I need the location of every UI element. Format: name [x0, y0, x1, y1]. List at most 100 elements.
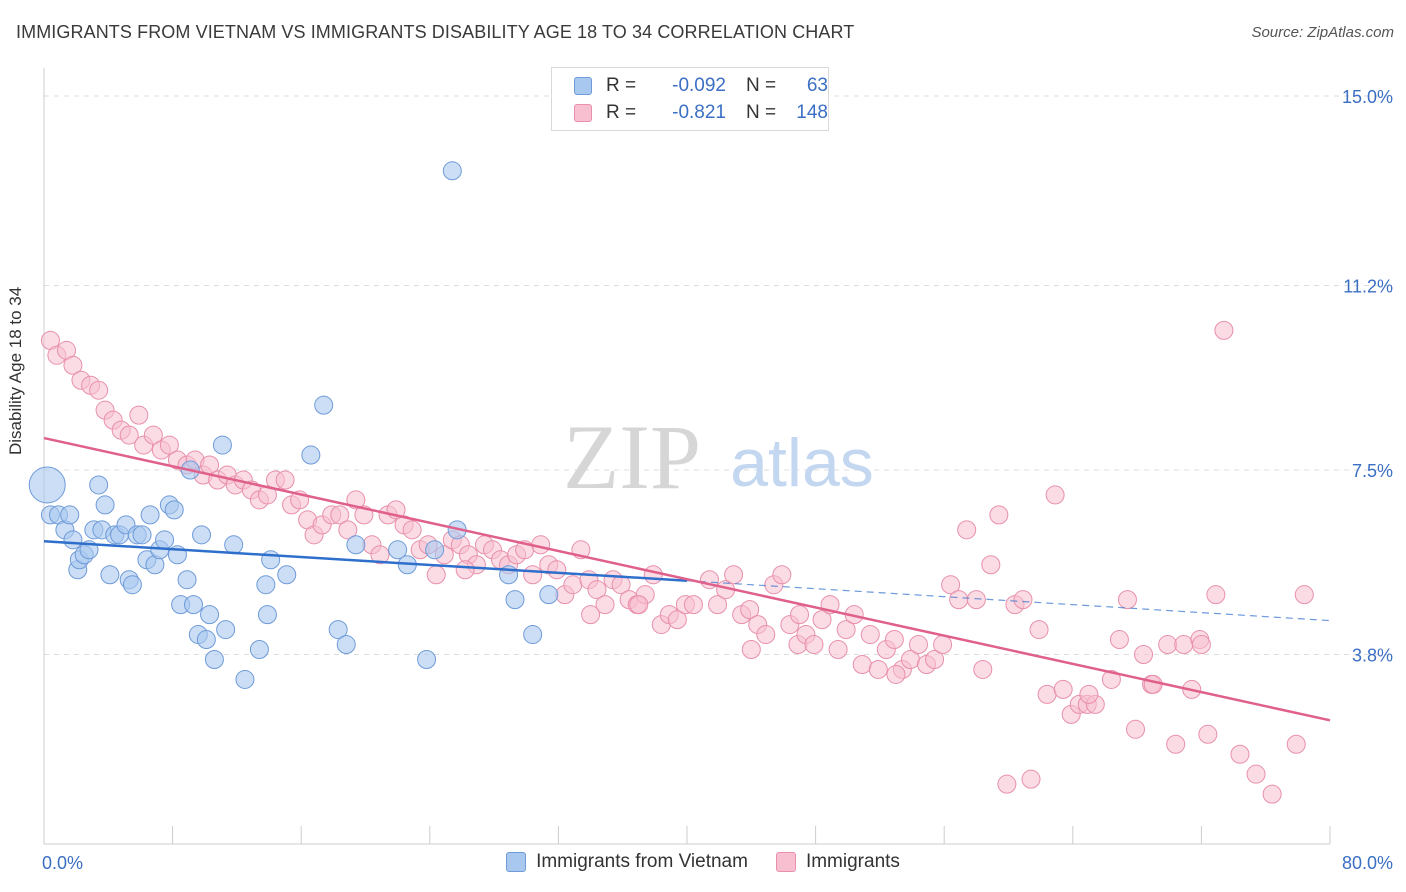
immigrants-point [860, 625, 880, 645]
immigrants-point [804, 635, 824, 655]
immigrants-point [868, 659, 888, 679]
immigrants-point [724, 565, 744, 585]
immigrants-point [1174, 635, 1194, 655]
immigrants-point [981, 555, 1001, 575]
immigrants-point [1158, 635, 1178, 655]
stats-row-vietnam: R = -0.092 N = 63 [574, 74, 828, 98]
vietnam-point [442, 161, 462, 181]
immigrants-point [1013, 590, 1033, 610]
watermark-zip: ZIP [563, 406, 701, 508]
immigrants-point [643, 565, 663, 585]
immigrants-point [1166, 734, 1186, 754]
immigrants-point [89, 380, 109, 400]
vietnam-point [235, 669, 255, 689]
vietnam-point [257, 605, 277, 625]
immigrants-point [129, 405, 149, 425]
vietnam-points [28, 161, 559, 689]
immigrants-point [1029, 620, 1049, 640]
vietnam-point [425, 540, 445, 560]
series-legend: Immigrants from Vietnam Immigrants [0, 851, 1406, 873]
n-value: 148 [796, 102, 828, 123]
immigrants-point [1079, 684, 1099, 704]
vietnam-point [192, 525, 212, 545]
immigrants-point [1206, 585, 1226, 605]
immigrants-point [708, 595, 728, 615]
y-tick-label: 11.2% [1343, 276, 1393, 296]
immigrants-point [1262, 784, 1282, 804]
immigrants-point [740, 600, 760, 620]
immigrants-point [1198, 724, 1218, 744]
immigrants-point [455, 560, 475, 580]
immigrants-point [966, 590, 986, 610]
immigrants-point [63, 355, 83, 375]
legend-item-immigrants[interactable]: Immigrants [775, 851, 900, 873]
x-tick-label-min: 0.0% [42, 853, 83, 873]
vietnam-point [132, 525, 152, 545]
vietnam-point [249, 640, 269, 660]
immigrants-point [581, 605, 601, 625]
vietnam-point [200, 605, 220, 625]
immigrants-point [1109, 630, 1129, 650]
vietnam-point [95, 495, 115, 515]
immigrants-point [908, 635, 928, 655]
immigrants-point [741, 640, 761, 660]
stats-legend: R = -0.092 N = 63 R = -0.821 N = 148 [551, 67, 829, 131]
legend-swatch-immigrants [775, 852, 796, 872]
immigrants-point [790, 605, 810, 625]
immigrants-point [667, 610, 687, 630]
n-value: 63 [806, 75, 828, 96]
vietnam-point [63, 530, 83, 550]
immigrants-point [772, 565, 792, 585]
immigrants-point [933, 635, 953, 655]
x-tick-label-max: 80.0% [1342, 853, 1393, 873]
immigrants-point [523, 565, 543, 585]
immigrants-point [1037, 684, 1057, 704]
immigrants-point [1101, 669, 1121, 689]
vietnam-point [28, 466, 66, 504]
r-label: R = [606, 75, 637, 96]
vietnam-point [346, 535, 366, 555]
legend-label-immigrants: Immigrants [805, 851, 900, 872]
stats-row-immigrants: R = -0.821 N = 148 [574, 101, 828, 125]
immigrants-point [941, 575, 961, 595]
immigrants-point [547, 560, 567, 580]
vietnam-point [89, 475, 109, 495]
vietnam-point [155, 530, 175, 550]
vietnam-point [204, 649, 224, 669]
legend-item-vietnam[interactable]: Immigrants from Vietnam [506, 851, 748, 873]
immigrants-point [886, 664, 906, 684]
immigrants-point [338, 520, 358, 540]
immigrants-point [989, 505, 1009, 525]
vietnam-point [212, 435, 232, 455]
y-tick-label: 3.8% [1352, 646, 1393, 666]
immigrants-point [587, 580, 607, 600]
vietnam-trend-line [43, 540, 688, 582]
vietnam-point [301, 445, 321, 465]
immigrants-trend-line [43, 436, 1331, 722]
legend-label-vietnam: Immigrants from Vietnam [536, 851, 748, 872]
vietnam-point [277, 565, 297, 585]
vietnam-point [505, 590, 525, 610]
y-tick-labels: 3.8% 7.5% 11.2% 15.0% [1342, 87, 1393, 666]
source-label: Source: ZipAtlas.com [1251, 24, 1394, 41]
immigrants-point [973, 659, 993, 679]
immigrants-point [159, 435, 179, 455]
vietnam-point [140, 505, 160, 525]
immigrants-point [852, 654, 872, 674]
immigrants-point [1294, 585, 1314, 605]
immigrants-point [1230, 744, 1250, 764]
immigrants-point [957, 520, 977, 540]
vietnam-point [256, 575, 276, 595]
axes [43, 68, 1331, 845]
vietnam-point [388, 540, 408, 560]
r-value: -0.821 [672, 102, 726, 123]
immigrants-point [402, 520, 422, 540]
stats-swatch-vietnam [574, 77, 592, 95]
vietnam-point [164, 500, 184, 520]
watermark-atlas: atlas [730, 425, 874, 501]
immigrants-point [949, 590, 969, 610]
vietnam-point [417, 649, 437, 669]
vietnam-point [261, 550, 281, 570]
immigrants-point [1214, 320, 1234, 340]
